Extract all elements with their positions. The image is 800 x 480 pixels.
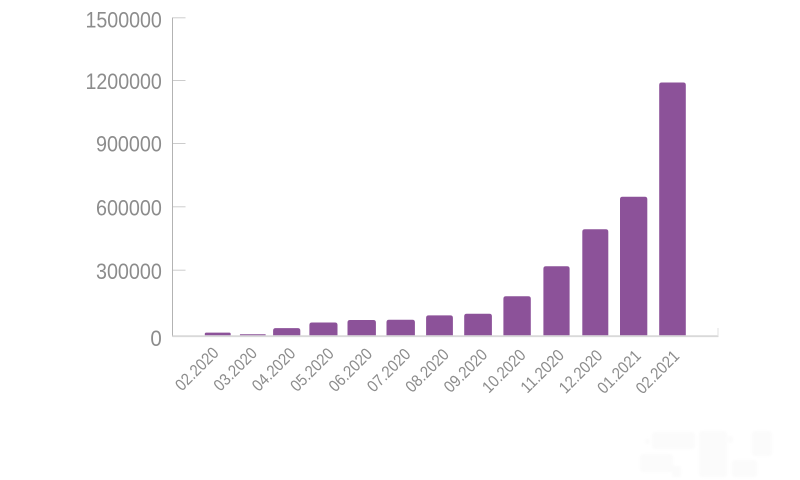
svg-text:0: 0 — [150, 326, 161, 351]
svg-text:900000: 900000 — [96, 132, 162, 157]
svg-text:300000: 300000 — [96, 259, 162, 284]
svg-text:1500000: 1500000 — [86, 7, 162, 32]
svg-text:600000: 600000 — [96, 196, 162, 221]
svg-text:1200000: 1200000 — [86, 69, 162, 94]
svg-text:02.2021: 02.2021 — [633, 347, 684, 398]
